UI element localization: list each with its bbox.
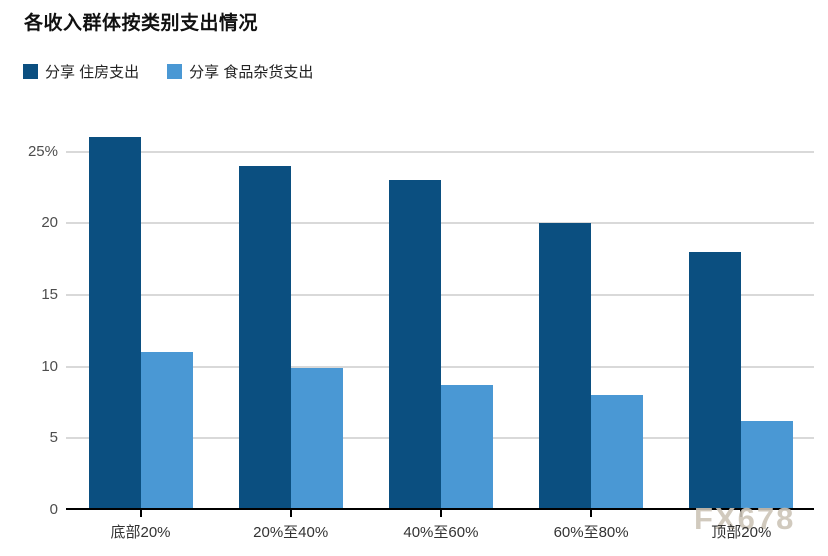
x-axis-label: 底部20%: [110, 524, 171, 541]
chart-title: 各收入群体按类别支出情况: [24, 13, 259, 34]
y-axis-label-15: 15: [41, 285, 58, 303]
legend-item-housing: 分享 住房支出: [23, 61, 139, 82]
y-axis-label-20: 20: [41, 214, 58, 232]
bar-housing: [88, 137, 141, 510]
bar-housing: [689, 251, 742, 510]
legend-label-housing: 分享 住房支出: [45, 64, 140, 81]
legend-label-groceries: 分享 食品杂货支出: [189, 64, 314, 81]
x-axis-tick: [740, 510, 743, 517]
bar-groceries: [591, 395, 644, 510]
bar-groceries: [290, 368, 343, 510]
x-axis-line: [66, 508, 814, 510]
legend-item-groceries: 分享 食品杂货支出: [167, 61, 313, 82]
legend: 分享 住房支出 分享 食品杂货支出: [23, 61, 313, 82]
x-axis-label: 60%至80%: [553, 524, 629, 541]
x-axis-label: 40%至60%: [403, 524, 479, 541]
watermark: FX678: [694, 501, 796, 536]
x-axis-tick: [590, 510, 593, 517]
y-axis-label-25: 25%: [27, 142, 58, 160]
bar-housing: [238, 165, 291, 510]
bar-housing: [539, 223, 592, 510]
legend-swatch-housing: [23, 64, 38, 79]
x-axis-tick: [439, 510, 442, 517]
bar-groceries: [440, 385, 493, 510]
bar-housing: [388, 180, 441, 510]
x-axis-label: 顶部20%: [711, 524, 772, 541]
y-axis-label-0: 0: [49, 501, 58, 518]
x-axis-tick: [139, 510, 142, 517]
legend-swatch-groceries: [167, 64, 183, 79]
x-axis-tick: [289, 510, 292, 517]
y-axis-label-10: 10: [41, 357, 58, 375]
gridline-25: [66, 150, 814, 153]
bar-groceries: [140, 352, 193, 510]
x-axis-label: 20%至40%: [253, 524, 329, 541]
y-axis-label-5: 5: [49, 429, 58, 447]
bar-groceries: [741, 421, 794, 510]
